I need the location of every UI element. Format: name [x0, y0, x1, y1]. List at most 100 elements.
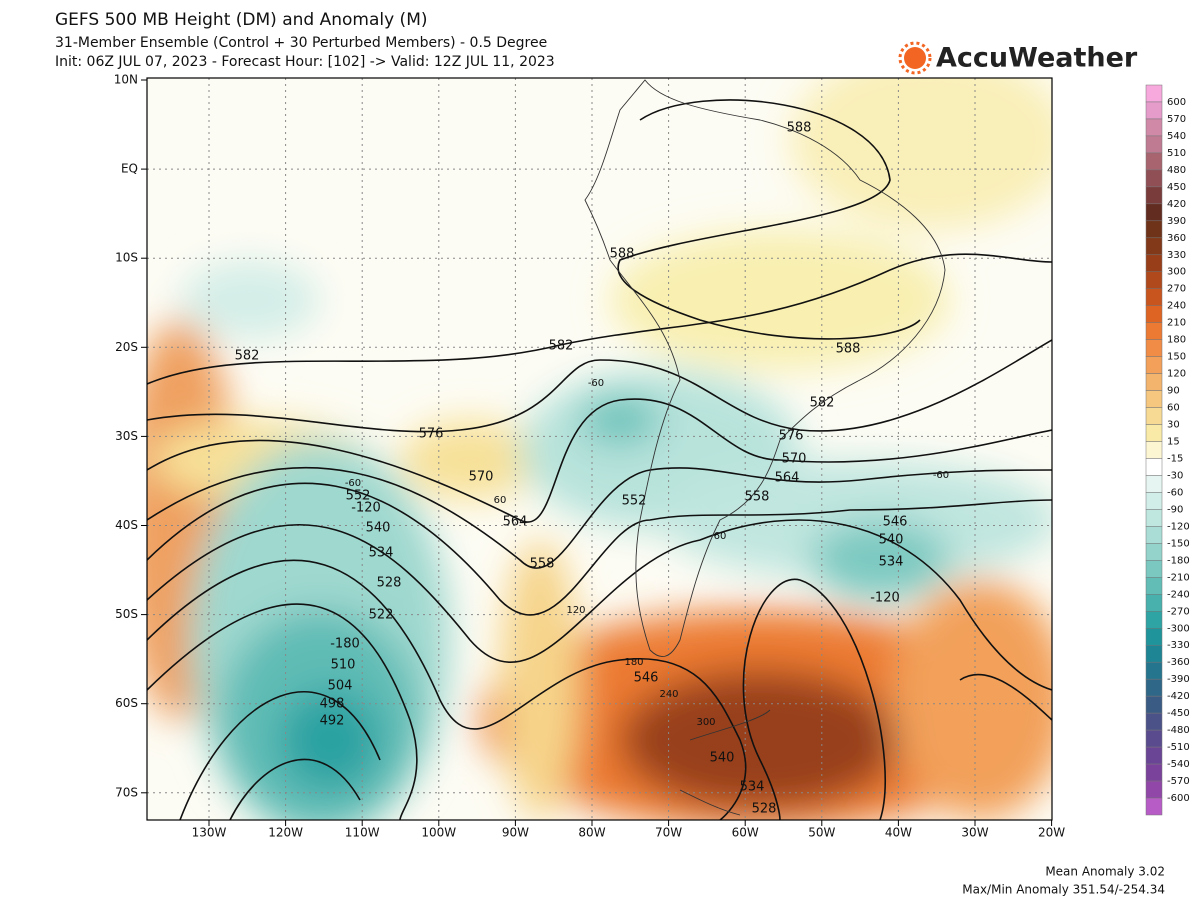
- contour-label: 60: [494, 495, 507, 506]
- colorbar-label: 540: [1167, 131, 1186, 142]
- colorbar-swatch: [1145, 339, 1163, 357]
- colorbar-swatch: [1145, 169, 1163, 188]
- lat-label: 40S: [115, 518, 138, 532]
- colorbar-swatch: [1145, 780, 1163, 799]
- lon-label: 40W: [885, 826, 912, 840]
- lon-label: 30W: [961, 826, 988, 840]
- colorbar-swatch: [1145, 254, 1163, 272]
- lat-label: EQ: [121, 162, 138, 176]
- colorbar-label: -390: [1167, 674, 1190, 685]
- colorbar-label: 420: [1167, 199, 1186, 210]
- contour-label: 552: [622, 494, 647, 509]
- lat-label: 50S: [115, 607, 138, 621]
- lon-label: 50W: [808, 826, 835, 840]
- colorbar-swatch: [1145, 407, 1163, 425]
- mean-anomaly: Mean Anomaly 3.02: [1045, 865, 1165, 879]
- contour-label: 546: [883, 515, 908, 530]
- contour-label: 546: [634, 671, 659, 686]
- colorbar-label: -120: [1167, 521, 1190, 532]
- contour-label: 558: [530, 557, 555, 572]
- colorbar-swatch: [1145, 695, 1163, 714]
- colorbar: 600 570 540 510 480 450 420 390 360 330 300 270 240 2…: [1145, 84, 1190, 816]
- contour-label: 564: [503, 515, 528, 530]
- colorbar-label: -210: [1167, 572, 1190, 583]
- contour-label: 528: [752, 802, 777, 817]
- colorbar-swatch: [1145, 729, 1163, 748]
- colorbar-swatch: [1145, 577, 1163, 595]
- lon-label: 70W: [655, 826, 682, 840]
- logo-sun: [904, 47, 926, 69]
- colorbar-label: -540: [1167, 759, 1190, 770]
- colorbar-swatch: [1145, 678, 1163, 697]
- lat-label: 60S: [115, 696, 138, 710]
- contour-label: 564: [775, 471, 800, 486]
- contour-label: 576: [779, 429, 804, 444]
- contour-label: -180: [330, 637, 360, 652]
- colorbar-swatch: [1145, 661, 1163, 680]
- lat-label: 70S: [115, 785, 138, 799]
- colorbar-swatch: [1145, 424, 1163, 442]
- contour-label: 120: [566, 605, 585, 616]
- colorbar-swatch: [1145, 628, 1163, 646]
- colorbar-label: -240: [1167, 589, 1190, 600]
- colorbar-label: -180: [1167, 555, 1190, 566]
- contour-label: -60: [933, 470, 949, 481]
- colorbar-swatch: [1145, 305, 1163, 323]
- colorbar-swatch: [1145, 746, 1163, 765]
- colorbar-label: 180: [1167, 335, 1186, 346]
- contour-label: 570: [782, 452, 807, 467]
- colorbar-label: 30: [1167, 420, 1180, 431]
- colorbar-swatch: [1145, 84, 1163, 103]
- colorbar-swatch: [1145, 220, 1163, 239]
- colorbar-swatch: [1145, 203, 1163, 222]
- colorbar-swatch: [1145, 492, 1163, 510]
- colorbar-swatch: [1145, 322, 1163, 340]
- colorbar-swatch: [1145, 644, 1163, 663]
- colorbar-swatch: [1145, 509, 1163, 527]
- contour-label: -60: [588, 378, 604, 389]
- contour-label: 582: [235, 349, 260, 364]
- colorbar-label: 120: [1167, 369, 1186, 380]
- colorbar-swatch: [1145, 288, 1163, 306]
- colorbar-swatch: [1145, 135, 1163, 154]
- colorbar-label: 510: [1167, 148, 1186, 159]
- colorbar-label: 300: [1167, 267, 1186, 278]
- contour-label: 510: [331, 658, 356, 673]
- colorbar-swatch: [1145, 543, 1163, 561]
- colorbar-swatch: [1145, 152, 1163, 171]
- contour-label: 60: [714, 531, 727, 542]
- colorbar-label: -330: [1167, 640, 1190, 651]
- contour-label: 588: [787, 121, 812, 136]
- contour-label: 492: [320, 714, 345, 729]
- colorbar-label: -30: [1167, 470, 1183, 481]
- colorbar-swatch: [1145, 356, 1163, 374]
- colorbar-swatch: [1145, 458, 1163, 476]
- colorbar-label: -450: [1167, 708, 1190, 719]
- colorbar-label: -510: [1167, 742, 1190, 753]
- colorbar-label: -60: [1167, 487, 1183, 498]
- colorbar-label: 330: [1167, 250, 1186, 261]
- init-line: Init: 06Z JUL 07, 2023 - Forecast Hour: …: [55, 54, 555, 70]
- subtitle: 31-Member Ensemble (Control + 30 Perturb…: [55, 35, 547, 51]
- colorbar-swatch: [1145, 712, 1163, 731]
- lat-label: 10S: [115, 251, 138, 265]
- colorbar-label: -600: [1167, 793, 1190, 804]
- contour-label: 534: [740, 780, 765, 795]
- colorbar-swatch: [1145, 475, 1163, 493]
- contour-label: -120: [870, 591, 900, 606]
- lon-label: 60W: [732, 826, 759, 840]
- height-contours: [147, 99, 1052, 820]
- colorbar-swatch: [1145, 390, 1163, 408]
- lat-label: 30S: [115, 429, 138, 443]
- contour-label: 498: [320, 697, 345, 712]
- title: GEFS 500 MB Height (DM) and Anomaly (M): [55, 10, 428, 30]
- logo-text: AccuWeather: [936, 43, 1138, 74]
- contour-label: 558: [745, 490, 770, 505]
- contour-label: 540: [366, 521, 391, 536]
- colorbar-swatch: [1145, 186, 1163, 205]
- colorbar-label: -300: [1167, 623, 1190, 634]
- map-frame: [146, 77, 1053, 821]
- colorbar-swatch: [1145, 763, 1163, 782]
